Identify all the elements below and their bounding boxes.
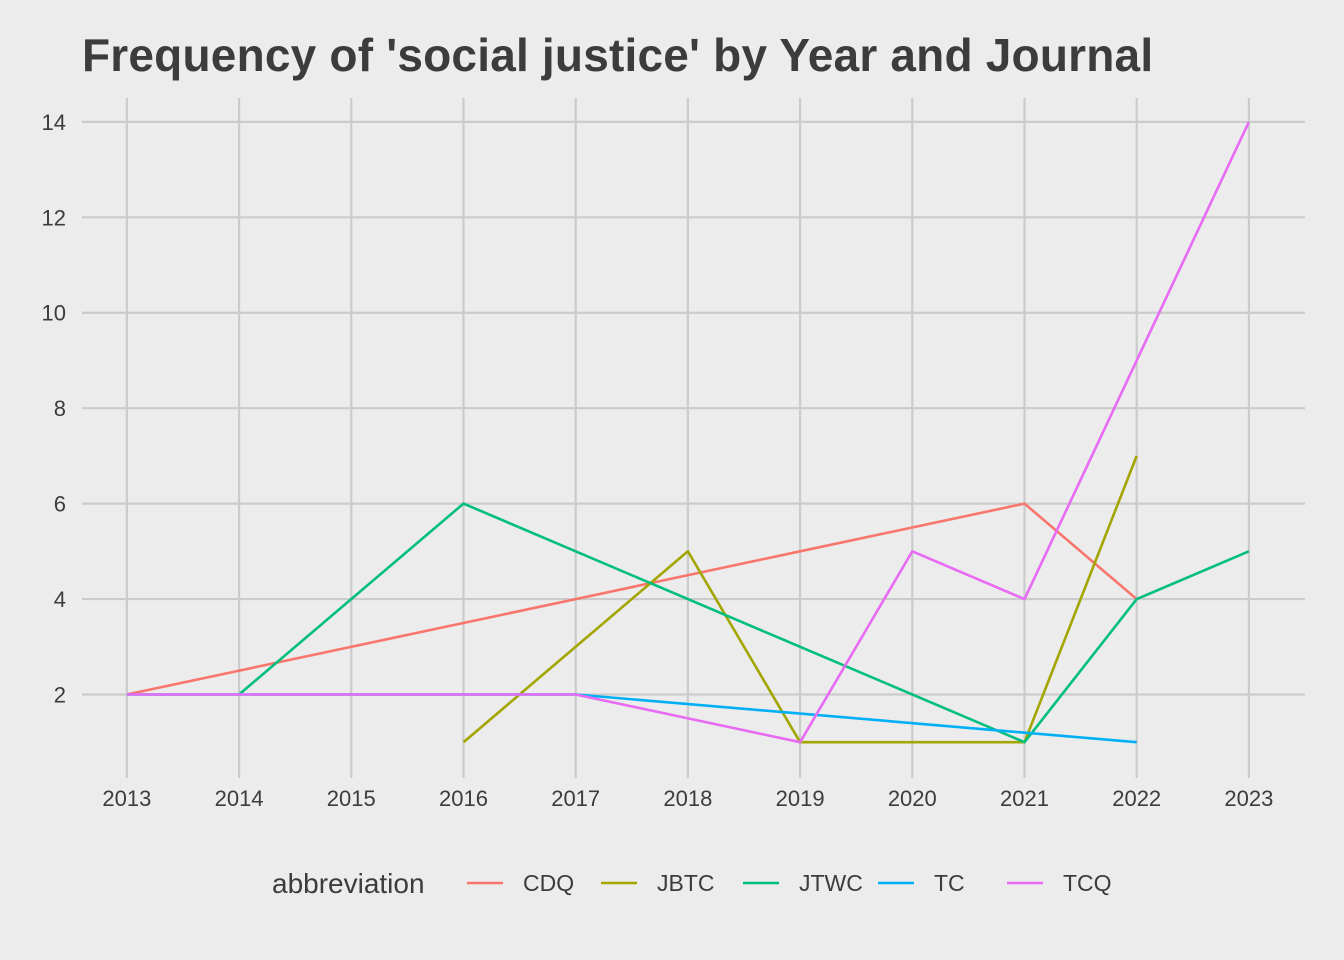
legend-item-tcq: TCQ xyxy=(1007,870,1112,896)
y-tick-label: 2 xyxy=(54,682,66,707)
x-tick-label: 2022 xyxy=(1112,786,1161,811)
series-lines xyxy=(126,121,1251,744)
x-axis-ticks: 2013 2014 2015 2016 2017 2018 2019 2020 2021 2022… xyxy=(102,786,1273,811)
y-tick-label: 14 xyxy=(42,110,66,135)
y-tick-label: 10 xyxy=(42,301,66,326)
x-tick-label: 2017 xyxy=(551,786,600,811)
x-tick-label: 2016 xyxy=(439,786,488,811)
legend-label: TCQ xyxy=(1063,870,1112,896)
y-tick-label: 6 xyxy=(54,492,66,517)
legend-item-tc: TC xyxy=(878,870,965,896)
legend-title: abbreviation xyxy=(272,868,425,899)
x-tick-label: 2018 xyxy=(663,786,712,811)
series-line-jtwc xyxy=(238,502,1250,744)
legend-label: JBTC xyxy=(657,870,715,896)
legend-item-jtwc: JTWC xyxy=(743,870,863,896)
legend-item-jbtc: JBTC xyxy=(601,870,715,896)
y-tick-label: 12 xyxy=(42,205,66,230)
x-tick-label: 2019 xyxy=(776,786,825,811)
y-tick-label: 8 xyxy=(54,396,66,421)
x-tick-label: 2015 xyxy=(327,786,376,811)
legend-label: CDQ xyxy=(523,870,574,896)
x-tick-label: 2023 xyxy=(1224,786,1273,811)
y-tick-label: 4 xyxy=(54,587,66,612)
legend-item-cdq: CDQ xyxy=(467,870,574,896)
chart-title: Frequency of 'social justice' by Year an… xyxy=(82,29,1154,81)
y-axis-ticks: 2 4 6 8 10 12 14 xyxy=(42,110,66,708)
grid xyxy=(82,98,1305,778)
x-tick-label: 2014 xyxy=(215,786,264,811)
legend-label: JTWC xyxy=(799,870,863,896)
series-line-cdq xyxy=(126,502,1138,696)
series-line-tc xyxy=(126,693,1137,744)
legend-label: TC xyxy=(934,870,965,896)
legend: abbreviation CDQ JBTC JTWC TC TCQ xyxy=(272,868,1112,899)
x-tick-label: 2021 xyxy=(1000,786,1049,811)
x-tick-label: 2020 xyxy=(888,786,937,811)
series-line-tcq xyxy=(126,121,1251,744)
x-tick-label: 2013 xyxy=(102,786,151,811)
